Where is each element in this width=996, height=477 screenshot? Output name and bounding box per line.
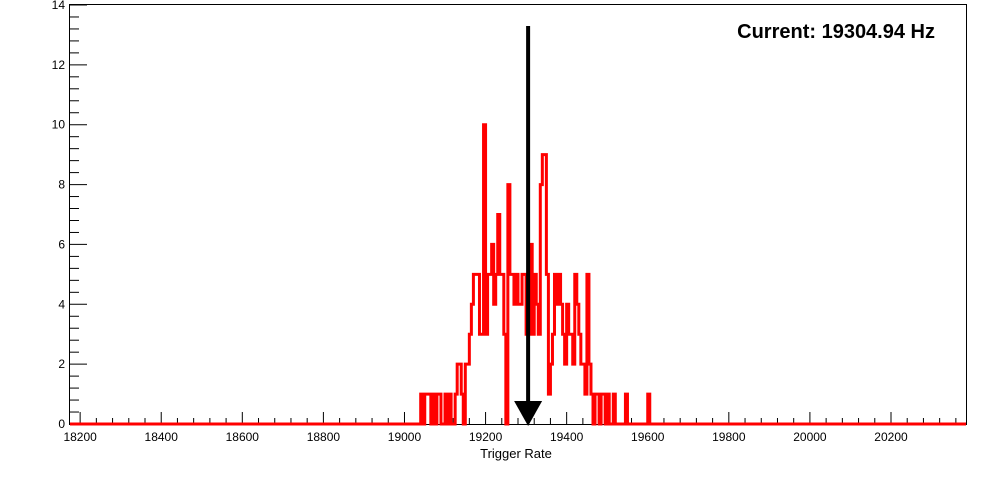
x-tick-label: 19200 [469,430,503,444]
x-tick-label: 18600 [226,430,260,444]
x-tick-label: 18400 [145,430,179,444]
x-tick-label: 18800 [307,430,341,444]
x-tick-label: 20000 [793,430,827,444]
x-tick-label: 19800 [712,430,746,444]
y-tick-label: 10 [52,118,66,132]
y-tick-label: 0 [58,417,65,431]
x-tick-label: 19400 [550,430,584,444]
x-tick-label: 18200 [63,430,97,444]
y-tick-label: 6 [58,237,65,251]
y-tick-label: 14 [52,0,66,12]
x-axis-label: Trigger Rate [480,446,552,461]
y-tick-label: 2 [58,357,65,371]
x-tick-label: 20200 [874,430,908,444]
histogram-series [70,123,966,426]
marker-layer [514,25,543,426]
x-tick-label: 19600 [631,430,665,444]
y-tick-label: 12 [52,58,66,72]
y-tick-label: 8 [58,178,65,192]
current-rate-annotation: Current: 19304.94 Hz [737,21,935,43]
x-axis: 18200 18400 18600 18800 19000 19200 19400 19600… [63,412,957,444]
plot-frame [69,4,967,425]
x-tick-label: 19000 [388,430,422,444]
current-marker-arrowhead [514,401,543,426]
series-layer [70,123,966,426]
y-axis: 0 2 4 6 8 10 12 14 [52,0,87,431]
y-tick-label: 4 [58,297,65,311]
